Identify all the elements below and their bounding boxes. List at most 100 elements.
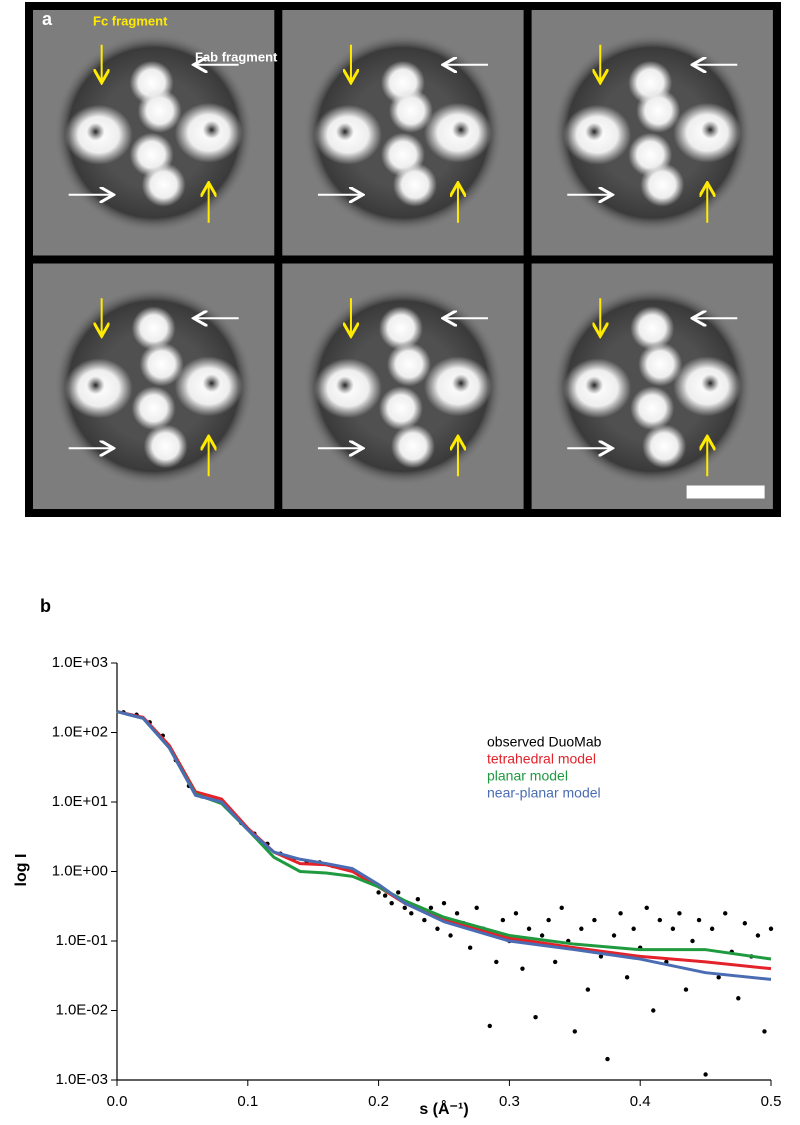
model-curve (116, 710, 772, 981)
data-point (454, 911, 460, 916)
fc-domain (131, 306, 176, 351)
data-point (572, 1029, 577, 1034)
fab-hole (202, 374, 221, 393)
data-point (696, 917, 702, 923)
data-point (598, 954, 604, 959)
y-tick-label: 1.0E-02 (55, 1001, 108, 1018)
fab-hole (451, 120, 470, 139)
fc-domain (378, 306, 423, 351)
data-point (559, 905, 564, 911)
data-point (618, 911, 623, 916)
fc-domain (378, 386, 423, 431)
panel-label: b (40, 596, 51, 616)
fc-domain (636, 88, 681, 133)
data-point (611, 933, 617, 938)
y-tick-label: 1.0E+01 (52, 793, 108, 810)
data-point (690, 938, 695, 944)
legend-entry: observed DuoMab (487, 734, 602, 750)
data-point (494, 959, 499, 965)
fab-hole (86, 376, 105, 395)
data-point (500, 917, 506, 923)
fc-domain (630, 306, 675, 351)
y-tick-label: 1.0E+02 (52, 723, 108, 740)
fc-domain (640, 162, 685, 207)
x-tick-label: 0.3 (499, 1093, 520, 1110)
data-point (631, 926, 636, 931)
legend-entry: tetrahedral model (487, 751, 596, 767)
data-point (396, 890, 401, 895)
fc-domain (131, 386, 176, 431)
data-point (592, 917, 597, 923)
x-axis-label: s (Å⁻¹) (419, 1099, 468, 1118)
y-tick-label: 1.0E+03 (52, 654, 108, 671)
data-point (683, 987, 689, 992)
data-point (526, 926, 532, 931)
data-point (709, 926, 715, 931)
data-point (736, 996, 741, 1001)
data-point (376, 890, 381, 895)
scale-bar (686, 485, 765, 499)
data-point (768, 926, 774, 931)
data-point (467, 945, 473, 950)
panel-label: a (42, 9, 53, 29)
fc-domain (386, 342, 431, 387)
legend-entry: near-planar model (487, 785, 601, 801)
data-point (474, 905, 479, 911)
fab-hole (86, 122, 105, 141)
y-tick-label: 1.0E-01 (55, 932, 108, 949)
fc-label: Fc fragment (93, 13, 168, 28)
data-point (723, 911, 728, 916)
x-tick-label: 0.2 (368, 1093, 389, 1110)
fc-domain (392, 162, 437, 207)
fc-domain (388, 88, 433, 133)
data-point (657, 917, 663, 923)
data-point (755, 933, 761, 938)
data-point (552, 959, 558, 965)
fc-domain (141, 162, 186, 207)
data-point (546, 917, 551, 923)
fc-domain (630, 386, 675, 431)
data-point (415, 896, 421, 902)
fc-domain (139, 342, 184, 387)
fab-hole (335, 376, 354, 395)
data-point (409, 911, 414, 916)
x-tick-label: 0.1 (237, 1093, 258, 1110)
data-point (677, 911, 682, 916)
data-point (605, 1056, 610, 1062)
data-point (670, 926, 676, 931)
x-tick-label: 0.5 (761, 1093, 782, 1110)
data-point (382, 893, 388, 898)
fab-hole (585, 122, 604, 141)
fab-hole (335, 122, 354, 141)
x-tick-label: 0.0 (107, 1093, 128, 1110)
data-point (624, 975, 630, 980)
data-point (585, 987, 591, 992)
data-point (703, 1072, 708, 1077)
data-point (742, 921, 748, 926)
fab-hole (585, 376, 604, 395)
data-point (441, 900, 447, 906)
fab-hole (202, 120, 221, 139)
y-tick-label: 1.0E+00 (52, 862, 108, 879)
y-axis-label: log I (13, 854, 30, 887)
legend-entry: planar model (487, 768, 568, 784)
data-point (428, 905, 434, 911)
data-point (644, 905, 649, 911)
data-point (651, 1008, 656, 1013)
x-tick-label: 0.4 (630, 1093, 651, 1110)
data-point (435, 926, 440, 931)
data-point (533, 1015, 538, 1020)
y-tick-label: 1.0E-03 (55, 1071, 108, 1088)
fc-domain (137, 88, 182, 133)
data-point (579, 926, 584, 931)
data-point (716, 975, 721, 980)
fab-hole (701, 120, 720, 139)
data-point (389, 900, 394, 906)
data-point (513, 911, 519, 916)
data-point (448, 933, 453, 938)
data-point (422, 917, 427, 923)
fc-domain (638, 342, 683, 387)
fc-domain (390, 424, 435, 469)
micrographs (33, 10, 773, 509)
